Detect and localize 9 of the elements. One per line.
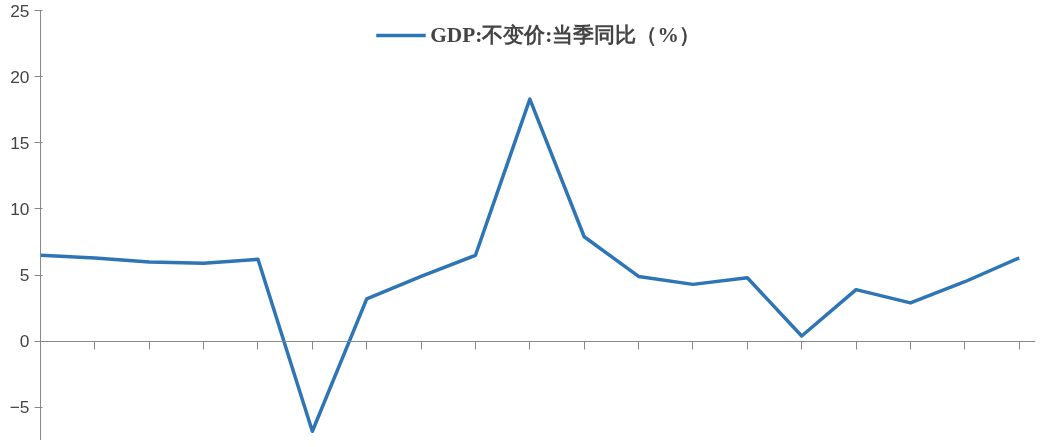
line-series bbox=[40, 97, 1021, 433]
y-tick-label: 10 bbox=[10, 198, 30, 219]
y-tick-label: −5 bbox=[9, 397, 30, 418]
legend-label: GDP:不变价:当季同比（%） bbox=[430, 22, 700, 49]
y-tick-label: 0 bbox=[19, 331, 30, 352]
y-tick-label: 20 bbox=[10, 66, 30, 87]
y-tick-label: 5 bbox=[19, 265, 30, 286]
y-tick-label: 15 bbox=[10, 132, 30, 153]
y-tick-label: 25 bbox=[10, 0, 30, 21]
